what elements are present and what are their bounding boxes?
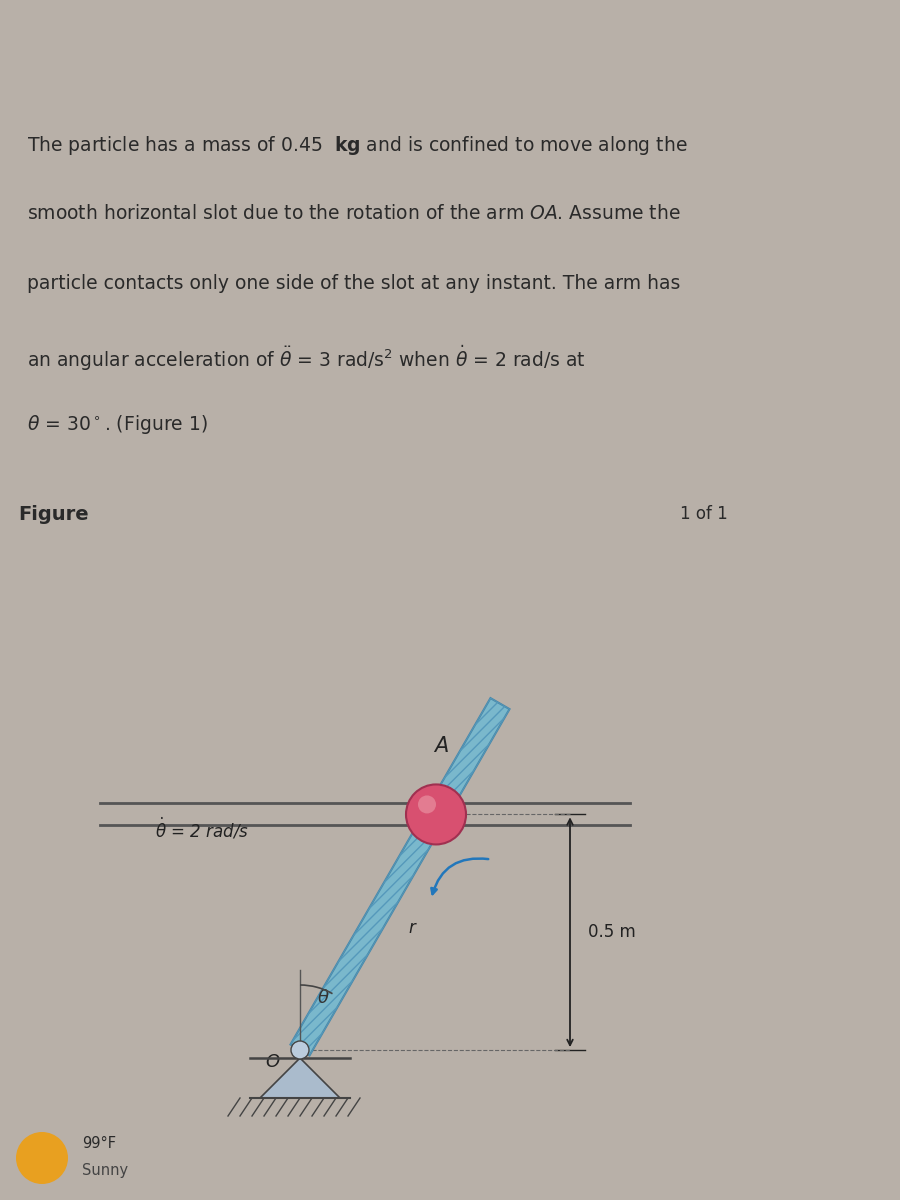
Circle shape xyxy=(418,796,436,814)
Text: 0.5 m: 0.5 m xyxy=(588,923,635,941)
Text: O: O xyxy=(265,1054,279,1070)
Text: θ: θ xyxy=(318,989,329,1007)
Text: $\dot{\theta}$ = 2 rad/s: $\dot{\theta}$ = 2 rad/s xyxy=(155,817,249,842)
Text: 99°F: 99°F xyxy=(82,1136,116,1152)
Text: A: A xyxy=(434,737,448,756)
Text: smooth horizontal slot due to the rotation of the arm $\mathit{OA}$. Assume the: smooth horizontal slot due to the rotati… xyxy=(27,204,680,223)
Text: 1 of 1: 1 of 1 xyxy=(680,505,728,523)
Circle shape xyxy=(291,1040,309,1058)
Polygon shape xyxy=(291,698,509,1056)
Polygon shape xyxy=(260,1058,340,1098)
Text: $\theta$ = 30$^\circ$. (Figure 1): $\theta$ = 30$^\circ$. (Figure 1) xyxy=(27,413,208,436)
Circle shape xyxy=(406,785,466,845)
Text: r: r xyxy=(409,919,416,937)
Text: The particle has a mass of 0.45  $\mathbf{kg}$ and is confined to move along the: The particle has a mass of 0.45 $\mathbf… xyxy=(27,134,688,157)
Circle shape xyxy=(16,1132,68,1184)
Text: an angular acceleration of $\ddot{\theta}$ = 3 rad/s$^2$ when $\dot{\theta}$ = 2: an angular acceleration of $\ddot{\theta… xyxy=(27,343,586,373)
Text: particle contacts only one side of the slot at any instant. The arm has: particle contacts only one side of the s… xyxy=(27,274,680,293)
Text: Figure: Figure xyxy=(18,505,88,524)
Text: Sunny: Sunny xyxy=(82,1163,128,1177)
